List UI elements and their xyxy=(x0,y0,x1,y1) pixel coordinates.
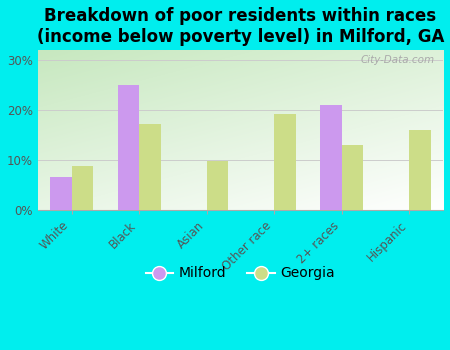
Bar xyxy=(410,130,431,210)
Bar xyxy=(72,166,93,210)
Bar xyxy=(50,177,72,210)
Title: Breakdown of poor residents within races
(income below poverty level) in Milford: Breakdown of poor residents within races… xyxy=(37,7,444,46)
Bar xyxy=(320,105,342,210)
Bar xyxy=(117,85,139,210)
Legend: Milford, Georgia: Milford, Georgia xyxy=(140,261,341,286)
Text: City-Data.com: City-Data.com xyxy=(361,55,435,65)
Bar xyxy=(139,124,161,210)
Bar xyxy=(342,145,363,210)
Bar xyxy=(274,114,296,210)
Bar xyxy=(207,161,228,210)
